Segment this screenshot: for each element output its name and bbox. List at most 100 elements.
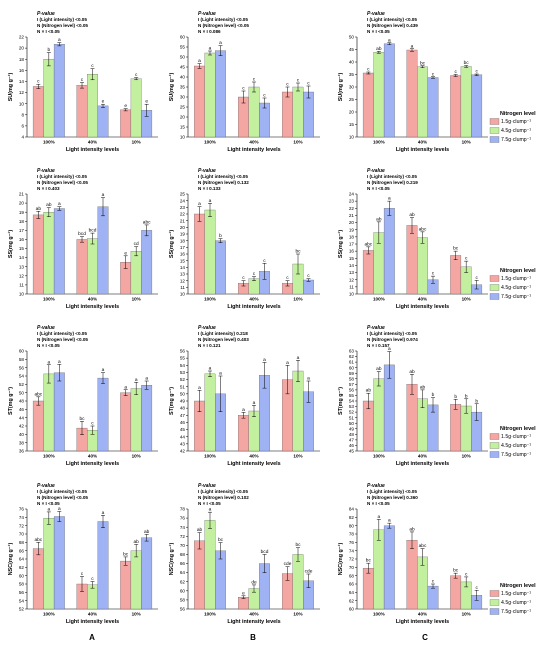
significance-letter: a bbox=[198, 202, 201, 207]
pvalue-title: P-value bbox=[198, 483, 216, 489]
significance-letter: c bbox=[307, 274, 310, 279]
y-tick-label: 82 bbox=[349, 515, 355, 520]
x-tick-label: 40% bbox=[88, 297, 97, 302]
significance-letter: bc bbox=[453, 568, 459, 574]
bar bbox=[292, 554, 304, 610]
pvalue-line: N (Nitrogen level) 0.974 bbox=[367, 337, 418, 342]
pvalue-line: I (Light intensity) 0.218 bbox=[198, 331, 248, 336]
y-tick-label: 18 bbox=[19, 219, 25, 224]
bar bbox=[427, 585, 439, 610]
x-tick-label: 40% bbox=[249, 297, 258, 302]
x-axis-title: Light intensity levels bbox=[66, 461, 119, 467]
significance-letter: e bbox=[124, 104, 127, 109]
y-tick-label: 23 bbox=[180, 205, 186, 210]
significance-letter: a bbox=[219, 372, 222, 377]
bar bbox=[87, 238, 98, 295]
bar bbox=[238, 415, 249, 452]
bar bbox=[130, 78, 142, 138]
y-tick-label: 21 bbox=[349, 213, 355, 218]
legend-swatch bbox=[489, 293, 500, 300]
x-tick-label: 10% bbox=[293, 297, 302, 302]
y-tick-label: 45 bbox=[180, 427, 186, 432]
significance-letter: c bbox=[286, 276, 289, 281]
y-axis-title: NSC(mg g⁻¹) bbox=[8, 543, 14, 576]
bar bbox=[471, 74, 483, 138]
significance-letter: ab bbox=[46, 202, 52, 208]
y-axis-title: ST(mg g⁻¹) bbox=[338, 387, 344, 415]
significance-letter: a bbox=[198, 59, 201, 64]
y-tick-label: 68 bbox=[349, 573, 355, 578]
x-axis-title: Light intensity levels bbox=[396, 304, 449, 310]
y-tick-label: 63 bbox=[349, 349, 355, 354]
y-tick-label: 50 bbox=[349, 35, 355, 40]
significance-letter: a bbox=[388, 347, 391, 352]
pvalue-line: I (Light intensity) <0.05 bbox=[37, 17, 87, 22]
y-tick-label: 14 bbox=[19, 79, 25, 84]
pvalue-title: P-value bbox=[367, 11, 385, 17]
y-tick-label: 42 bbox=[180, 449, 186, 454]
significance-letter: ab bbox=[409, 212, 415, 218]
y-tick-label: 13 bbox=[349, 270, 355, 275]
bar bbox=[43, 59, 55, 138]
pvalue-line: N × I <0.05 bbox=[367, 186, 390, 191]
significance-letter: bc bbox=[79, 416, 85, 422]
y-tick-label: 62 bbox=[19, 565, 25, 570]
significance-letter: a bbox=[388, 197, 391, 202]
y-tick-label: 72 bbox=[19, 523, 25, 528]
y-tick-label: 64 bbox=[180, 570, 186, 575]
x-axis-title: Light intensity levels bbox=[227, 147, 280, 153]
x-tick-label: 40% bbox=[418, 140, 427, 145]
y-axis-title: SS(mg g⁻¹) bbox=[8, 230, 14, 259]
significance-letter: c bbox=[307, 82, 310, 87]
pvalue-line: I (Light intensity) <0.05 bbox=[37, 489, 87, 494]
bar bbox=[238, 597, 249, 610]
y-tick-label: 50 bbox=[180, 55, 186, 60]
x-tick-label: 100% bbox=[373, 297, 385, 302]
legend: Nitrogen level 1.5g·clump⁻¹ 4.5g·clump⁻¹ 7.… bbox=[489, 426, 536, 458]
bar bbox=[292, 370, 304, 452]
legend-label: 1.5g·clump⁻¹ bbox=[501, 119, 531, 125]
y-tick-label: 76 bbox=[180, 516, 186, 521]
y-tick-label: 12 bbox=[180, 278, 186, 283]
y-tick-label: 46 bbox=[349, 443, 355, 448]
y-axis-title: SU(mg g⁻¹) bbox=[169, 73, 175, 102]
bar bbox=[373, 378, 385, 452]
x-tick-label: 10% bbox=[132, 454, 141, 459]
y-tick-label: 74 bbox=[349, 548, 355, 553]
significance-letter: de bbox=[251, 579, 257, 585]
y-tick-label: 60 bbox=[349, 607, 355, 612]
legend-title: Nitrogen level bbox=[500, 111, 536, 117]
significance-letter: bc bbox=[464, 60, 470, 66]
bar bbox=[292, 86, 304, 138]
x-tick-label: 100% bbox=[204, 612, 216, 617]
significance-letter: ab bbox=[144, 529, 150, 535]
legend-label: 7.5g·clump⁻¹ bbox=[501, 294, 531, 300]
y-tick-label: 36 bbox=[19, 449, 25, 454]
y-tick-label: 13 bbox=[19, 264, 25, 269]
bar bbox=[204, 373, 216, 452]
x-tick-label: 10% bbox=[132, 612, 141, 617]
y-tick-label: 50 bbox=[349, 421, 355, 426]
x-tick-label: 100% bbox=[43, 612, 55, 617]
pvalue-title: P-value bbox=[198, 325, 216, 331]
pvalue-line: N (Nitrogen level) 0.439 bbox=[367, 23, 418, 28]
y-tick-label: 21 bbox=[180, 218, 186, 223]
significance-letter: a bbox=[219, 41, 222, 46]
significance-letter: abc bbox=[143, 219, 151, 225]
pvalue-line: I (Light intensity) <0.05 bbox=[37, 331, 87, 336]
y-tick-label: 55 bbox=[180, 356, 186, 361]
y-tick-label: 16 bbox=[349, 249, 355, 254]
y-tick-label: 52 bbox=[180, 377, 186, 382]
y-tick-label: 20 bbox=[19, 46, 25, 51]
pvalue-line: N (Nitrogen level) 0.360 bbox=[367, 495, 418, 500]
significance-letter: bc bbox=[218, 537, 224, 543]
x-tick-label: 40% bbox=[88, 454, 97, 459]
pvalue-line: N (Nitrogen level) 0.132 bbox=[198, 180, 249, 185]
y-tick-label: 22 bbox=[180, 212, 186, 217]
legend-swatch bbox=[489, 433, 500, 440]
bar bbox=[87, 74, 98, 138]
pvalue-title: P-value bbox=[198, 168, 216, 174]
y-tick-label: 12 bbox=[349, 277, 355, 282]
y-tick-label: 72 bbox=[349, 557, 355, 562]
bar bbox=[43, 373, 55, 452]
